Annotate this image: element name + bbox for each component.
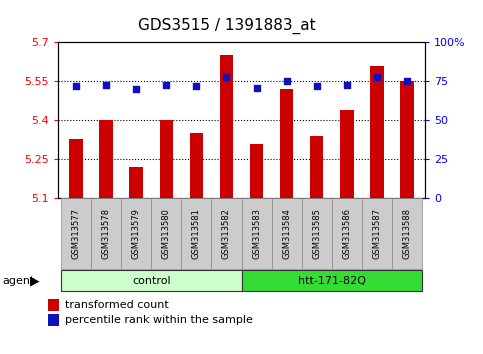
FancyBboxPatch shape (61, 198, 91, 269)
Text: GSM313577: GSM313577 (71, 208, 81, 259)
Bar (48, 314, 59, 326)
Bar (370, 66, 384, 198)
Point (373, 74, 381, 80)
FancyBboxPatch shape (121, 198, 151, 269)
Bar (250, 144, 263, 198)
Point (283, 79, 290, 84)
Bar (400, 81, 414, 198)
Bar (48, 299, 59, 311)
Point (132, 86, 140, 92)
Point (253, 85, 260, 91)
Text: GSM313586: GSM313586 (342, 208, 351, 259)
Bar (310, 136, 324, 198)
FancyBboxPatch shape (271, 198, 302, 269)
FancyBboxPatch shape (302, 198, 332, 269)
Point (343, 82, 351, 87)
Text: GSM313585: GSM313585 (312, 208, 321, 259)
Text: control: control (132, 275, 170, 286)
FancyBboxPatch shape (242, 270, 422, 291)
FancyBboxPatch shape (151, 198, 181, 269)
Text: GSM313581: GSM313581 (192, 208, 201, 259)
Bar (69, 138, 83, 198)
Point (313, 83, 321, 89)
Text: GSM313578: GSM313578 (101, 208, 111, 259)
Bar (190, 133, 203, 198)
Text: percentile rank within the sample: percentile rank within the sample (65, 315, 253, 325)
Bar (159, 120, 173, 198)
Bar (129, 167, 143, 198)
Text: htt-171-82Q: htt-171-82Q (298, 275, 366, 286)
Point (193, 83, 200, 89)
Bar (220, 56, 233, 198)
Text: GSM313583: GSM313583 (252, 208, 261, 259)
FancyBboxPatch shape (392, 198, 422, 269)
Point (162, 82, 170, 87)
Text: GSM313587: GSM313587 (372, 208, 382, 259)
Point (223, 74, 230, 80)
Text: GSM313582: GSM313582 (222, 208, 231, 259)
FancyBboxPatch shape (212, 198, 242, 269)
FancyBboxPatch shape (61, 270, 242, 291)
Text: transformed count: transformed count (65, 300, 169, 310)
Bar (280, 89, 293, 198)
Text: GSM313588: GSM313588 (402, 208, 412, 259)
FancyBboxPatch shape (362, 198, 392, 269)
Text: ▶: ▶ (30, 274, 40, 287)
Point (102, 82, 110, 87)
Point (72, 83, 80, 89)
Text: agent: agent (2, 275, 35, 286)
Point (403, 79, 411, 84)
Text: GDS3515 / 1391883_at: GDS3515 / 1391883_at (138, 18, 316, 34)
Text: GSM313579: GSM313579 (132, 208, 141, 259)
Text: GSM313580: GSM313580 (162, 208, 171, 259)
FancyBboxPatch shape (332, 198, 362, 269)
FancyBboxPatch shape (181, 198, 212, 269)
Bar (340, 110, 354, 198)
Bar (99, 120, 113, 198)
FancyBboxPatch shape (91, 198, 121, 269)
Text: GSM313584: GSM313584 (282, 208, 291, 259)
FancyBboxPatch shape (242, 198, 271, 269)
